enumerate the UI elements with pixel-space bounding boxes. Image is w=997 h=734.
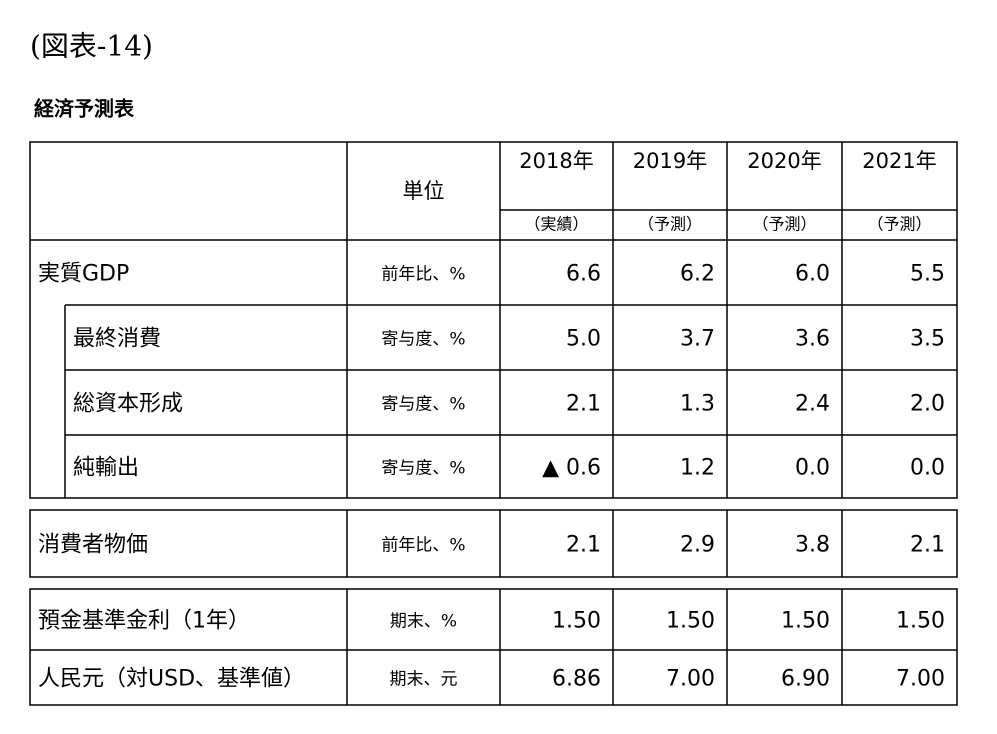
cell-value: 3.8: [795, 533, 830, 558]
cell-value: 2.1: [566, 392, 601, 417]
cell-value: ▲ 0.6: [542, 456, 601, 481]
cell-value: 5.0: [566, 327, 601, 352]
cell-value: 7.00: [896, 667, 945, 692]
cell-value: 7.00: [666, 667, 715, 692]
row-label: 人民元（対USD、基準値）: [38, 667, 305, 692]
row-unit: 寄与度、%: [381, 459, 465, 479]
year-header: 2020年: [747, 149, 821, 173]
row-label: 純輸出: [73, 456, 139, 481]
year-header: 2019年: [633, 149, 707, 173]
cell-value: 3.6: [795, 327, 830, 352]
row-unit: 期末、元: [390, 670, 458, 690]
year-header: 2021年: [862, 149, 936, 173]
cell-value: 6.6: [566, 262, 601, 287]
cell-value: 1.3: [680, 392, 715, 417]
row-label: 預金基準金利（1年）: [38, 609, 250, 634]
cell-value: 1.50: [781, 609, 830, 634]
row-label: 最終消費: [73, 327, 161, 352]
cell-value: 6.90: [781, 667, 830, 692]
cell-value: 1.2: [680, 456, 715, 481]
row-label: 総資本形成: [73, 392, 183, 417]
cell-value: 2.1: [566, 533, 601, 558]
unit-header: 単位: [403, 179, 445, 203]
row-unit: 期末、%: [390, 612, 457, 632]
cell-value: 6.0: [795, 262, 830, 287]
row-unit: 前年比、%: [381, 536, 465, 556]
cell-value: 2.9: [680, 533, 715, 558]
status-header: （実績）: [524, 215, 588, 234]
row-label: 実質GDP: [38, 262, 129, 287]
section-border: [29, 141, 958, 499]
figure-title: (図表-14): [30, 30, 153, 63]
cell-value: 1.50: [896, 609, 945, 634]
cell-value: 2.0: [910, 392, 945, 417]
cell-value: 0.0: [795, 456, 830, 481]
row-unit: 寄与度、%: [381, 330, 465, 350]
cell-value: 2.1: [910, 533, 945, 558]
row-unit: 前年比、%: [381, 265, 465, 285]
year-header: 2018年: [519, 149, 593, 173]
section-border: [29, 588, 958, 706]
cell-value: 1.50: [552, 609, 601, 634]
row-label: 消費者物価: [38, 533, 148, 558]
cell-value: 6.86: [552, 667, 601, 692]
row-unit: 寄与度、%: [381, 395, 465, 415]
cell-value: 1.50: [666, 609, 715, 634]
cell-value: 3.7: [680, 327, 715, 352]
table-title: 経済予測表: [34, 97, 135, 121]
cell-value: 6.2: [680, 262, 715, 287]
cell-value: 2.4: [795, 392, 830, 417]
status-header: （予測）: [867, 215, 931, 234]
cell-value: 3.5: [910, 327, 945, 352]
section-border: [29, 509, 958, 578]
cell-value: 5.5: [910, 262, 945, 287]
status-header: （予測）: [752, 215, 816, 234]
status-header: （予測）: [638, 215, 702, 234]
cell-value: 0.0: [910, 456, 945, 481]
